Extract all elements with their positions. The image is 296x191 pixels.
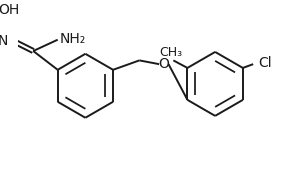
Text: N: N <box>0 34 8 48</box>
Text: NH₂: NH₂ <box>59 32 86 46</box>
Text: Cl: Cl <box>258 56 271 70</box>
Text: CH₃: CH₃ <box>159 45 182 58</box>
Text: O: O <box>158 57 169 71</box>
Text: OH: OH <box>0 3 20 17</box>
